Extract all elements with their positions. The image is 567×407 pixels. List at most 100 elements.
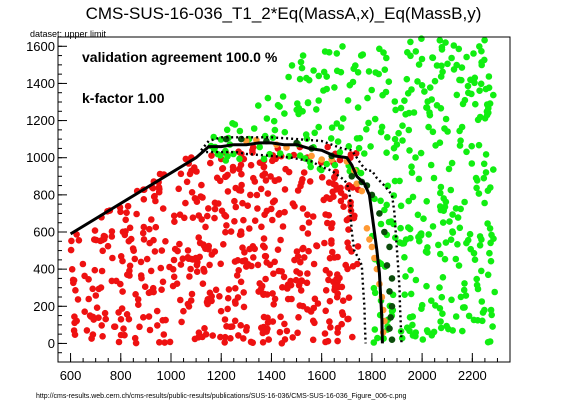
excluded-point-29 <box>259 339 267 346</box>
excluded-point-401 <box>118 305 126 312</box>
allowed-point-909 <box>363 126 370 133</box>
excluded-point-187 <box>170 212 178 220</box>
allowed-point-590 <box>310 67 317 74</box>
allowed-point-734 <box>430 174 438 182</box>
excluded-point-382 <box>123 209 130 216</box>
excluded-point-113 <box>297 287 305 294</box>
excluded-point-64 <box>159 205 167 212</box>
dataset-label: dataset: upper limit <box>30 29 107 39</box>
excluded-point-120 <box>137 272 145 279</box>
excluded-point-475 <box>68 237 75 245</box>
excluded-point-507 <box>184 253 192 261</box>
excluded-point-41 <box>254 261 262 269</box>
allowed-point-895 <box>478 267 485 275</box>
allowed-point-680 <box>449 229 457 236</box>
allowed-point-968 <box>424 98 432 105</box>
excluded-point-336 <box>158 286 165 294</box>
excluded-point-360 <box>278 340 286 347</box>
excluded-point-308 <box>136 323 143 331</box>
excluded-point-483 <box>264 325 271 333</box>
allowed-point-618 <box>296 75 304 83</box>
excluded-point-421 <box>272 155 280 163</box>
excluded-point-4 <box>280 273 288 281</box>
allowed-point-852 <box>481 199 488 207</box>
x-tick-label: 1400 <box>257 368 286 383</box>
border-allowed-point-1011 <box>376 210 383 217</box>
excluded-point-403 <box>186 273 193 280</box>
excluded-point-325 <box>209 332 216 339</box>
excluded-point-458 <box>294 253 302 260</box>
allowed-point-974 <box>328 124 336 131</box>
allowed-point-917 <box>482 169 490 176</box>
allowed-point-930 <box>468 142 476 150</box>
allowed-point-898 <box>384 182 392 190</box>
allowed-point-594 <box>397 224 404 232</box>
excluded-point-181 <box>327 324 334 331</box>
excluded-point-116 <box>270 301 278 308</box>
excluded-point-489 <box>326 254 334 262</box>
excluded-point-129 <box>251 217 259 224</box>
allowed-point-964 <box>437 250 444 258</box>
allowed-point-762 <box>438 46 446 53</box>
excluded-point-260 <box>145 289 153 297</box>
excluded-point-118 <box>288 295 295 303</box>
excluded-point-330 <box>74 296 82 303</box>
allowed-point-799 <box>370 284 378 292</box>
allowed-point-856 <box>371 115 379 123</box>
excluded-point-183 <box>299 302 307 310</box>
excluded-point-299 <box>292 276 300 284</box>
excluded-point-540 <box>249 339 256 347</box>
excluded-point-538 <box>221 211 228 219</box>
excluded-point-294 <box>127 235 135 243</box>
allowed-point-650 <box>279 93 287 100</box>
allowed-point-961 <box>397 202 405 210</box>
allowed-point-881 <box>401 97 408 104</box>
allowed-point-674 <box>412 48 420 55</box>
excluded-point-554 <box>199 333 206 341</box>
y-tick-label: 600 <box>33 225 55 240</box>
excluded-point-151 <box>259 242 267 250</box>
excluded-point-147 <box>275 176 283 183</box>
excluded-point-222 <box>235 332 242 339</box>
excluded-point-123 <box>247 161 255 169</box>
allowed-point-905 <box>337 68 345 76</box>
allowed-point-868 <box>484 338 492 346</box>
excluded-point-49 <box>198 181 205 189</box>
excluded-point-493 <box>293 268 300 275</box>
excluded-point-242 <box>311 295 319 303</box>
excluded-point-494 <box>117 316 125 323</box>
border-allowed-point-1007 <box>348 173 356 180</box>
allowed-point-765 <box>457 137 464 144</box>
allowed-point-627 <box>490 91 497 99</box>
excluded-point-479 <box>279 284 286 291</box>
excluded-point-57 <box>140 236 148 243</box>
allowed-point-740 <box>461 96 469 104</box>
allowed-point-903 <box>487 184 494 191</box>
excluded-point-557 <box>307 308 315 315</box>
allowed-point-927 <box>433 62 441 69</box>
allowed-point-696 <box>435 241 442 249</box>
excluded-point-272 <box>344 315 351 323</box>
allowed-point-894 <box>486 249 493 257</box>
excluded-point-460 <box>141 283 149 291</box>
allowed-point-838 <box>345 143 353 150</box>
excluded-point-372 <box>342 261 350 269</box>
allowed-point-715 <box>256 143 264 151</box>
allowed-point-887 <box>436 203 444 210</box>
excluded-point-366 <box>117 280 124 288</box>
allowed-point-782 <box>230 150 237 158</box>
allowed-point-561 <box>423 282 430 290</box>
excluded-point-534 <box>119 288 126 295</box>
excluded-point-94 <box>237 278 245 286</box>
excluded-point-174 <box>304 211 311 218</box>
excluded-point-318 <box>297 258 304 266</box>
excluded-point-136 <box>184 247 192 254</box>
excluded-point-380 <box>126 224 134 232</box>
border-allowed-point-1019 <box>386 325 393 332</box>
excluded-point-238 <box>240 303 248 311</box>
excluded-point-377 <box>139 229 147 237</box>
allowed-point-848 <box>487 306 495 314</box>
excluded-point-416 <box>212 286 220 294</box>
excluded-point-502 <box>195 212 203 219</box>
y-tick-label: 800 <box>33 187 55 202</box>
